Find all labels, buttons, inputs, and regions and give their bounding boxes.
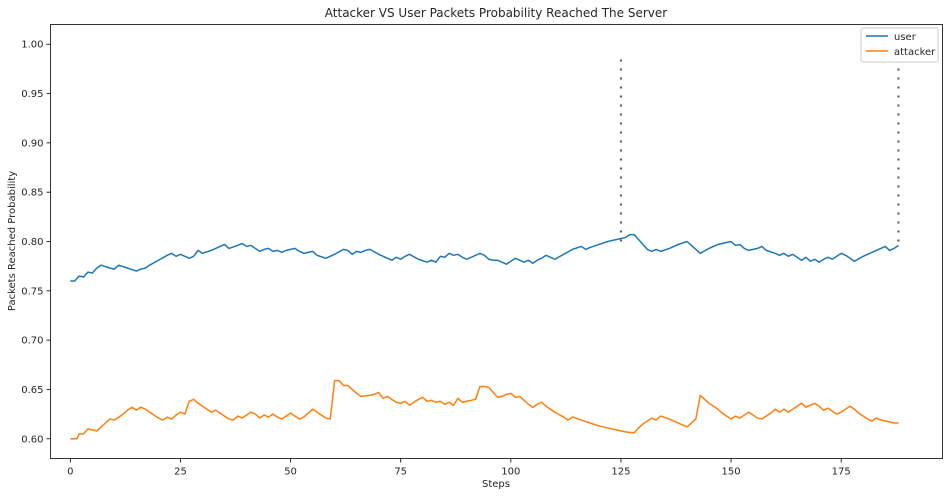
x-tick-label: 175 [832,467,851,478]
x-axis: 0 25 50 75 100 125 150 175 [67,458,851,478]
x-tick-label: 75 [394,467,407,478]
plot-frame [50,24,943,459]
y-axis-title: Packets Reached Probability [7,171,18,311]
y-tick-label: 0.90 [21,138,43,149]
plot-area [70,54,900,440]
x-tick-label: 0 [67,467,73,478]
y-tick-label: 0.70 [21,336,43,347]
legend: user attacker [860,27,939,63]
chart-title: Attacker VS User Packets Probability Rea… [325,6,667,20]
y-tick-label: 0.65 [21,385,43,396]
x-tick-label: 100 [501,467,520,478]
y-tick-label: 0.85 [21,188,43,199]
y-axis: 0.60 0.65 0.70 0.75 0.80 0.85 0.90 0.95 1.00 [21,40,51,445]
y-tick-label: 1.00 [21,40,43,51]
y-tick-label: 0.80 [21,237,43,248]
x-axis-title: Steps [482,479,510,490]
x-tick-label: 25 [174,467,187,478]
series-line-attacker [70,379,899,440]
y-tick-label: 0.75 [21,286,43,297]
x-tick-label: 125 [611,467,630,478]
legend-label-attacker: attacker [894,47,936,58]
x-tick-label: 150 [722,467,741,478]
legend-label-user: user [894,32,917,43]
y-tick-label: 0.95 [21,89,43,100]
x-tick-label: 50 [284,467,297,478]
y-tick-label: 0.60 [21,434,43,445]
series-line-user [70,233,899,282]
